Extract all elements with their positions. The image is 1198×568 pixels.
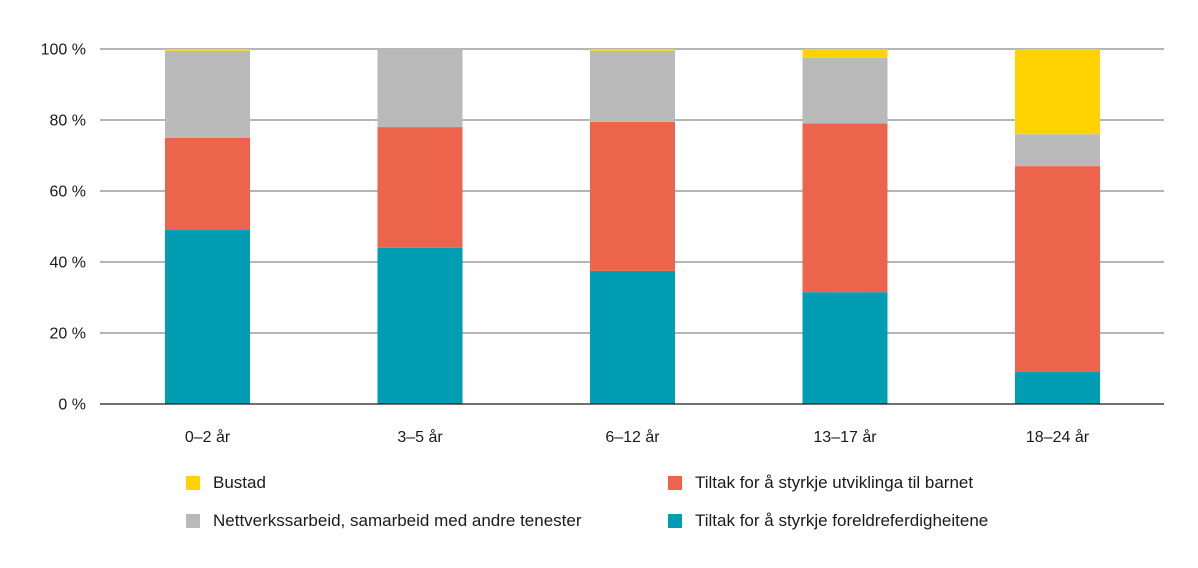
bar-segment (1015, 166, 1100, 373)
y-tick-label: 100 % (41, 42, 86, 59)
bar-segment (165, 50, 250, 138)
bar-segment (165, 230, 250, 404)
legend-swatch-nettverk (186, 514, 200, 528)
legend-label-bustad: Bustad (213, 473, 266, 492)
bar-segment (802, 49, 888, 58)
x-tick-label: 0–2 år (185, 428, 231, 446)
legend-label-nettverk: Nettverkssarbeid, samarbeid med andre te… (213, 511, 582, 530)
bar-segment (377, 49, 463, 128)
legend-item-foreldre: Tiltak for å styrkje foreldreferdigheite… (668, 511, 988, 531)
legend-item-bustad: Bustad (186, 473, 266, 493)
bar-segment (590, 50, 675, 122)
x-tick-label: 13–17 år (813, 428, 877, 446)
y-tick-label: 20 % (50, 326, 86, 343)
bar-segment (377, 127, 463, 248)
bar-segment (590, 270, 675, 404)
bar-segment (1015, 49, 1100, 135)
legend-swatch-utvikling (668, 476, 682, 490)
stacked-bar-chart: 0 % 20 % 40 % 60 % 80 % 100 % 0–2 år 3–5 år 6–12… (41, 42, 1164, 446)
bar-segment (1015, 134, 1100, 167)
x-tick-label: 6–12 år (605, 428, 660, 446)
y-tick-label: 40 % (50, 255, 86, 272)
bar-segment (165, 137, 250, 231)
legend-swatch-bustad (186, 476, 200, 490)
legend-label-foreldre: Tiltak for å styrkje foreldreferdigheite… (695, 511, 989, 530)
legend-label-utvikling: Tiltak for å styrkje utviklinga til barn… (695, 473, 974, 492)
legend-item-utvikling: Tiltak for å styrkje utviklinga til barn… (668, 473, 973, 493)
bar-segment (590, 49, 675, 51)
bar-segment (590, 121, 675, 271)
y-tick-label: 60 % (50, 184, 86, 201)
bar-segment (165, 49, 250, 51)
y-tick-label: 80 % (50, 113, 86, 130)
bar-segment (1015, 372, 1100, 404)
y-tick-label: 0 % (58, 397, 86, 414)
legend-swatch-foreldre (668, 514, 682, 528)
x-tick-label: 18–24 år (1026, 428, 1090, 446)
bar-segment (802, 292, 888, 404)
x-tick-label: 3–5 år (397, 428, 443, 446)
bar-segment (802, 57, 888, 124)
bar-segment (802, 123, 888, 293)
legend-item-nettverk: Nettverkssarbeid, samarbeid med andre te… (186, 511, 582, 531)
bar-segment (377, 247, 463, 404)
